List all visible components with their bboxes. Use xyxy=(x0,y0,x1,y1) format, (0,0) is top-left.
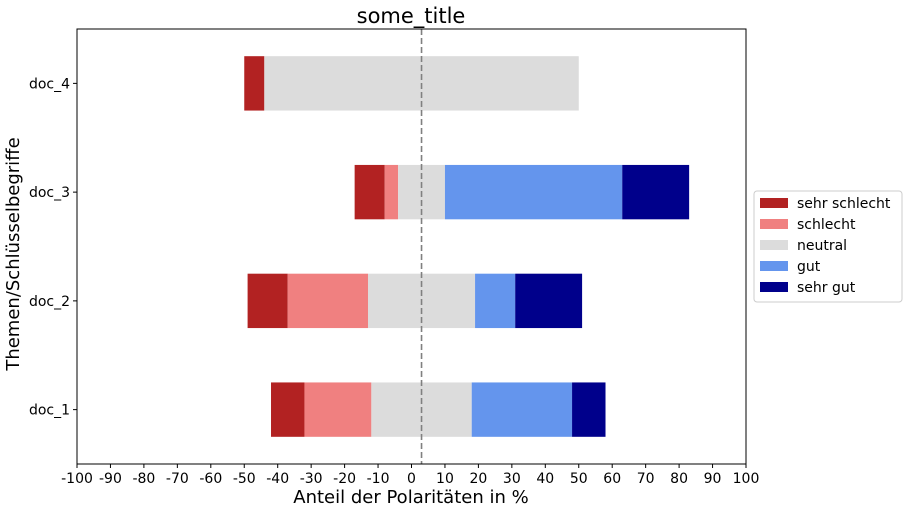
x-tick-label: -10 xyxy=(367,471,390,487)
legend: sehr schlecht schlecht neutral gut sehr gut xyxy=(753,190,903,303)
x-tick-label: 60 xyxy=(603,471,621,487)
bar-schlecht-doc_2 xyxy=(287,273,369,329)
x-tick-label: -60 xyxy=(199,471,222,487)
y-tick-label: doc_4 xyxy=(29,76,70,92)
bar-sehr-schlecht-doc_2 xyxy=(247,273,288,329)
x-tick-label: -90 xyxy=(99,471,122,487)
legend-label: sehr schlecht xyxy=(797,196,891,212)
bar-sehr-gut-doc_3 xyxy=(622,164,690,220)
y-tick-label: doc_3 xyxy=(29,185,70,201)
x-tick-label: 90 xyxy=(704,471,722,487)
bar-schlecht-doc_3 xyxy=(384,164,399,220)
y-tick-label: doc_2 xyxy=(29,294,70,310)
bar-schlecht-doc_1 xyxy=(304,382,372,437)
legend-swatch xyxy=(760,282,788,292)
x-tick-label: 0 xyxy=(407,471,416,487)
x-tick-label: -70 xyxy=(166,471,189,487)
bar-sehr-gut-doc_1 xyxy=(572,382,606,437)
x-tick-label: -20 xyxy=(333,471,356,487)
legend-label: schlecht xyxy=(797,217,856,233)
x-tick-label: 30 xyxy=(503,471,521,487)
x-axis-title: Anteil der Polaritäten in % xyxy=(293,487,528,508)
bar-gut-doc_3 xyxy=(444,164,623,220)
x-tick-label: -40 xyxy=(266,471,289,487)
legend-swatch xyxy=(760,198,788,208)
bar-gut-doc_2 xyxy=(475,273,516,329)
legend-label: gut xyxy=(797,259,821,275)
x-tick-label: -30 xyxy=(300,471,323,487)
x-axis: -100 -90 -80 -70 -60 -50 -40 -30 -20 -10 0 10 20 30 40… xyxy=(61,464,759,487)
legend-swatch xyxy=(760,240,788,250)
chart-title: some_title xyxy=(357,4,466,29)
x-tick-label: 70 xyxy=(637,471,655,487)
x-tick-label: 40 xyxy=(536,471,554,487)
x-tick-label: 20 xyxy=(469,471,487,487)
x-tick-label: 100 xyxy=(733,471,760,487)
x-tick-label: 80 xyxy=(670,471,688,487)
bars-layer xyxy=(244,56,690,437)
legend-swatch xyxy=(760,219,788,229)
bar-sehr-schlecht-doc_3 xyxy=(354,164,385,220)
x-tick-label: 10 xyxy=(436,471,454,487)
legend-swatch xyxy=(760,261,788,271)
bar-sehr-schlecht-doc_1 xyxy=(271,382,305,437)
x-tick-label: -50 xyxy=(233,471,256,487)
x-tick-label: -80 xyxy=(132,471,155,487)
x-tick-label: -100 xyxy=(61,471,93,487)
legend-label: sehr gut xyxy=(797,280,856,296)
y-axis-title: Themen/Schlüsselbegriffe xyxy=(3,137,24,371)
bar-sehr-schlecht-doc_4 xyxy=(244,56,265,111)
y-axis: doc_1 doc_2 doc_3 doc_4 xyxy=(29,76,77,419)
legend-frame xyxy=(753,190,903,303)
x-tick-label: 50 xyxy=(570,471,588,487)
bar-sehr-gut-doc_2 xyxy=(515,273,583,329)
legend-label: neutral xyxy=(797,238,847,254)
y-tick-label: doc_1 xyxy=(29,403,70,419)
bar-gut-doc_1 xyxy=(471,382,573,437)
